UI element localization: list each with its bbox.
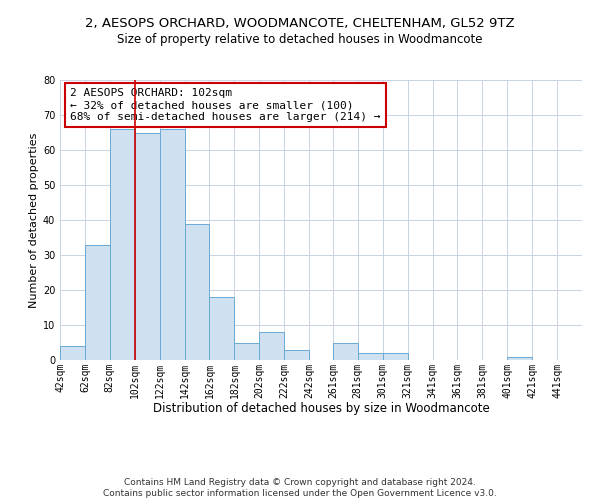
Bar	[209, 297, 235, 360]
Text: Size of property relative to detached houses in Woodmancote: Size of property relative to detached ho…	[117, 32, 483, 46]
Bar	[383, 353, 407, 360]
Bar	[85, 244, 110, 360]
Bar	[259, 332, 284, 360]
X-axis label: Distribution of detached houses by size in Woodmancote: Distribution of detached houses by size …	[152, 402, 490, 415]
Bar	[284, 350, 309, 360]
Bar	[358, 353, 383, 360]
Bar	[507, 356, 532, 360]
Text: 2, AESOPS ORCHARD, WOODMANCOTE, CHELTENHAM, GL52 9TZ: 2, AESOPS ORCHARD, WOODMANCOTE, CHELTENH…	[85, 18, 515, 30]
Y-axis label: Number of detached properties: Number of detached properties	[29, 132, 38, 308]
Bar	[235, 342, 259, 360]
Text: Contains HM Land Registry data © Crown copyright and database right 2024.
Contai: Contains HM Land Registry data © Crown c…	[103, 478, 497, 498]
Bar	[135, 132, 160, 360]
Bar	[185, 224, 209, 360]
Bar	[333, 342, 358, 360]
Bar	[160, 129, 185, 360]
Text: 2 AESOPS ORCHARD: 102sqm
← 32% of detached houses are smaller (100)
68% of semi-: 2 AESOPS ORCHARD: 102sqm ← 32% of detach…	[70, 88, 381, 122]
Bar	[110, 129, 135, 360]
Bar	[60, 346, 85, 360]
